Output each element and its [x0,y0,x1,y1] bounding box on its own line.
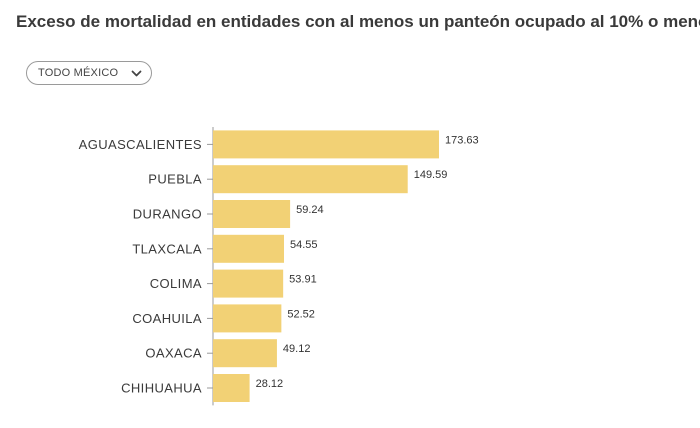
bar[interactable] [213,130,439,159]
value-label: 59.24 [296,204,324,216]
region-select[interactable]: TODO MÉXICO [26,61,152,85]
chart-title: Exceso de mortalidad en entidades con al… [16,12,700,31]
value-label: 173.63 [445,134,479,146]
bar[interactable] [213,200,291,228]
bar[interactable] [213,374,250,402]
category-label: COLIMA [150,276,202,291]
value-label: 54.55 [290,239,318,251]
bar[interactable] [213,234,285,263]
value-label: 52.52 [287,308,315,320]
region-select-value: TODO MÉXICO [38,67,119,79]
category-label: OAXACA [145,346,202,361]
bar[interactable] [213,269,284,298]
category-label: AGUASCALIENTES [79,137,202,152]
category-label: TLAXCALA [132,241,202,256]
chevron-down-icon [131,70,142,77]
category-label: COAHUILA [132,311,202,326]
bar[interactable] [213,339,277,368]
value-label: 149.59 [414,169,448,181]
value-label: 53.91 [289,274,317,286]
bar[interactable] [213,304,282,333]
category-label: DURANGO [133,207,202,222]
bar[interactable] [213,165,408,194]
category-label: CHIHUAHUA [121,381,202,396]
value-label: 49.12 [283,343,311,355]
value-label: 28.12 [256,378,284,390]
category-label: PUEBLA [148,172,202,187]
